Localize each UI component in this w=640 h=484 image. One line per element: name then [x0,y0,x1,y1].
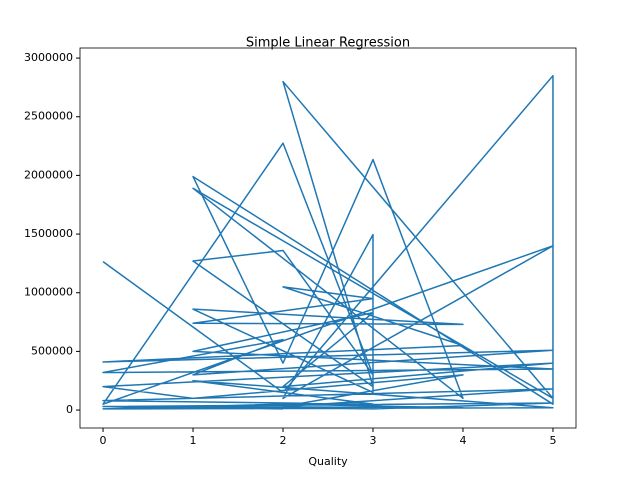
y-tick-label: 500000 [31,344,73,357]
chart-title: Simple Linear Regression [246,36,410,51]
x-tick-label: 5 [549,434,556,447]
x-axis-label: Quality [308,455,348,468]
y-tick-label: 1000000 [24,286,73,299]
y-tick-label: 2000000 [24,168,73,181]
y-tick-label: 2500000 [24,110,73,123]
y-tick-label: 3000000 [24,51,73,64]
x-tick-label: 1 [190,434,197,447]
x-tick-label: 4 [459,434,466,447]
data-line [102,74,554,410]
plot-frame [79,47,577,429]
y-tick-label: 0 [66,403,73,416]
x-tick-label: 0 [100,434,107,447]
x-tick-label: 3 [369,434,376,447]
y-tick-label: 1500000 [24,227,73,240]
x-tick-label: 2 [280,434,287,447]
